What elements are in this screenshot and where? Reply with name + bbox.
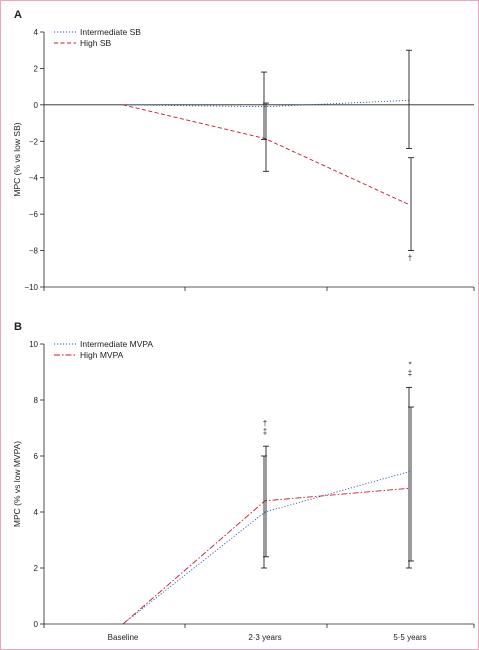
significance-marker: * [408, 360, 411, 369]
legend-label: Intermediate SB [80, 27, 141, 37]
series-line-2 [122, 487, 411, 625]
y-tick-label: 4 [34, 28, 39, 37]
series-line-1 [122, 99, 411, 108]
significance-marker: ‡ [263, 427, 267, 436]
y-tick-label: −2 [29, 137, 39, 146]
chart-panel-b: B 10 8 6 4 2 0 MPC (% vs low MVPA) Baseline 2·3 y… [12, 321, 475, 642]
y-tick-label: 6 [34, 452, 39, 461]
y-tick-label: −10 [24, 283, 38, 292]
x-tick-label: 2·3 years [248, 633, 281, 642]
legend-label: Intermediate MVPA [80, 339, 153, 349]
legend-label: High MVPA [80, 350, 124, 360]
y-axis-label: MPC (% vs low SB) [12, 122, 22, 196]
y-axis-label: MPC (% vs low MVPA) [12, 441, 22, 527]
y-tick-label: −6 [29, 210, 39, 219]
series-line-2 [122, 104, 411, 206]
significance-marker: † [263, 419, 267, 428]
y-tick-label: 0 [34, 101, 39, 110]
y-tick-label: 8 [34, 396, 39, 405]
panel-letter: B [14, 321, 22, 333]
y-tick-label: −4 [29, 174, 39, 183]
x-tick-label: Baseline [108, 633, 139, 642]
panel-letter: A [14, 9, 22, 21]
y-tick-label: 0 [34, 620, 39, 629]
chart-panel-a: A 4 2 0 −2 −4 −6 −8 −10 MPC (% vs low SB) † Interme… [12, 9, 475, 292]
significance-marker: † [408, 254, 412, 263]
significance-marker: ‡ [408, 368, 412, 377]
y-tick-label: −8 [29, 247, 39, 256]
y-tick-label: 2 [34, 564, 39, 573]
x-tick-label: 5·5 years [393, 633, 426, 642]
y-tick-label: 4 [34, 508, 39, 517]
legend-label: High SB [80, 38, 112, 48]
series-line-1 [122, 470, 411, 625]
y-tick-label: 2 [34, 64, 39, 73]
y-tick-label: 10 [29, 340, 38, 349]
